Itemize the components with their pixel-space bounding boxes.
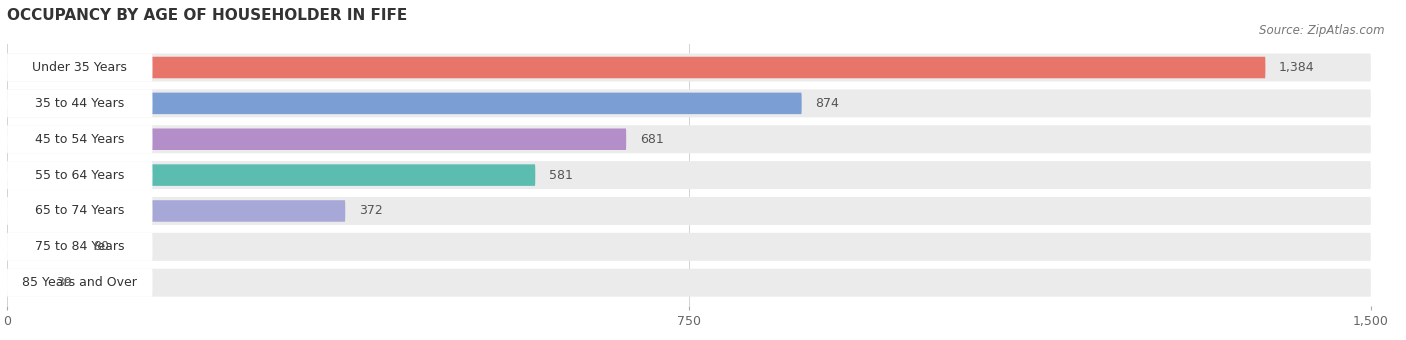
FancyBboxPatch shape: [7, 125, 1371, 153]
FancyBboxPatch shape: [7, 197, 1371, 225]
FancyBboxPatch shape: [7, 125, 152, 153]
FancyBboxPatch shape: [7, 200, 346, 222]
FancyBboxPatch shape: [7, 161, 152, 189]
FancyBboxPatch shape: [7, 89, 152, 117]
Text: 35 to 44 Years: 35 to 44 Years: [35, 97, 124, 110]
FancyBboxPatch shape: [7, 197, 152, 225]
Text: 1,384: 1,384: [1279, 61, 1315, 74]
Text: 85 Years and Over: 85 Years and Over: [22, 276, 138, 289]
Text: 581: 581: [548, 169, 572, 182]
FancyBboxPatch shape: [7, 164, 536, 186]
Text: Source: ZipAtlas.com: Source: ZipAtlas.com: [1260, 24, 1385, 37]
Text: 45 to 54 Years: 45 to 54 Years: [35, 133, 125, 146]
Text: 55 to 64 Years: 55 to 64 Years: [35, 169, 125, 182]
FancyBboxPatch shape: [7, 89, 1371, 117]
FancyBboxPatch shape: [7, 269, 1371, 297]
Text: 681: 681: [640, 133, 664, 146]
Text: 372: 372: [359, 204, 382, 218]
FancyBboxPatch shape: [7, 129, 626, 150]
FancyBboxPatch shape: [7, 53, 152, 82]
FancyBboxPatch shape: [7, 236, 80, 258]
FancyBboxPatch shape: [7, 272, 42, 293]
FancyBboxPatch shape: [7, 269, 152, 297]
FancyBboxPatch shape: [7, 233, 1371, 261]
Text: 39: 39: [56, 276, 72, 289]
Text: Under 35 Years: Under 35 Years: [32, 61, 127, 74]
FancyBboxPatch shape: [7, 233, 152, 261]
FancyBboxPatch shape: [7, 161, 1371, 189]
FancyBboxPatch shape: [7, 53, 1371, 82]
FancyBboxPatch shape: [7, 57, 1265, 78]
Text: 80: 80: [93, 240, 110, 253]
Text: 874: 874: [815, 97, 839, 110]
FancyBboxPatch shape: [7, 92, 801, 114]
Text: 65 to 74 Years: 65 to 74 Years: [35, 204, 125, 218]
Text: 75 to 84 Years: 75 to 84 Years: [35, 240, 125, 253]
Text: OCCUPANCY BY AGE OF HOUSEHOLDER IN FIFE: OCCUPANCY BY AGE OF HOUSEHOLDER IN FIFE: [7, 8, 408, 23]
